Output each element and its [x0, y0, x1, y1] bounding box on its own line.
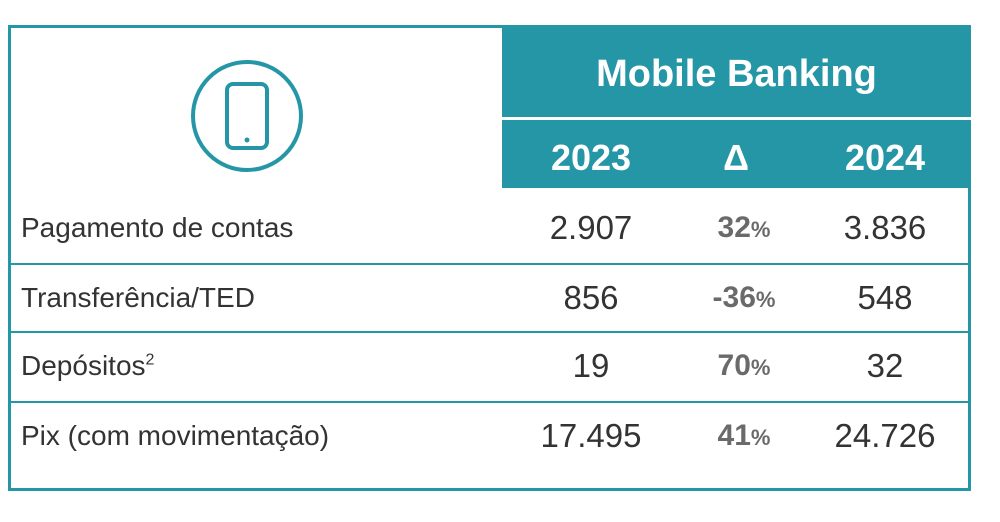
delta-value: -36% — [712, 281, 776, 314]
row-label: Depósitos2 — [21, 350, 155, 381]
smartphone-icon — [189, 58, 305, 174]
value-2024: 548 — [857, 279, 913, 316]
column-header-2024: 2024 — [844, 137, 926, 178]
value-2023: 2.907 — [549, 209, 633, 246]
column-header-delta: Δ — [723, 137, 749, 178]
delta-value: 70% — [717, 349, 771, 382]
header-divider — [502, 117, 971, 120]
value-2024: 3.836 — [843, 209, 927, 246]
row-label: Pix (com movimentação) — [21, 420, 330, 451]
row-label: Pagamento de contas — [21, 212, 294, 243]
footnote-marker: 2 — [145, 351, 155, 369]
value-2024: 32 — [866, 347, 904, 384]
table-row: Pagamento de contas 2.907 32% 3.836 — [8, 195, 971, 261]
table-row: Depósitos2 19 70% 32 — [8, 331, 971, 397]
value-2023: 19 — [572, 347, 610, 384]
delta-value: 32% — [717, 211, 771, 244]
column-header-2023: 2023 — [550, 137, 632, 178]
header-background — [502, 25, 971, 188]
table-row: Pix (com movimentação) 17.495 41% 24.726 — [8, 401, 971, 467]
table-frame — [8, 25, 971, 491]
header-title: Mobile Banking — [596, 53, 877, 95]
table-row: Transferência/TED 856 -36% 548 — [8, 263, 971, 329]
row-label: Transferência/TED — [21, 282, 255, 313]
value-2024: 24.726 — [834, 417, 936, 454]
delta-value: 41% — [717, 419, 771, 452]
value-2023: 856 — [563, 279, 619, 316]
value-2023: 17.495 — [540, 417, 642, 454]
